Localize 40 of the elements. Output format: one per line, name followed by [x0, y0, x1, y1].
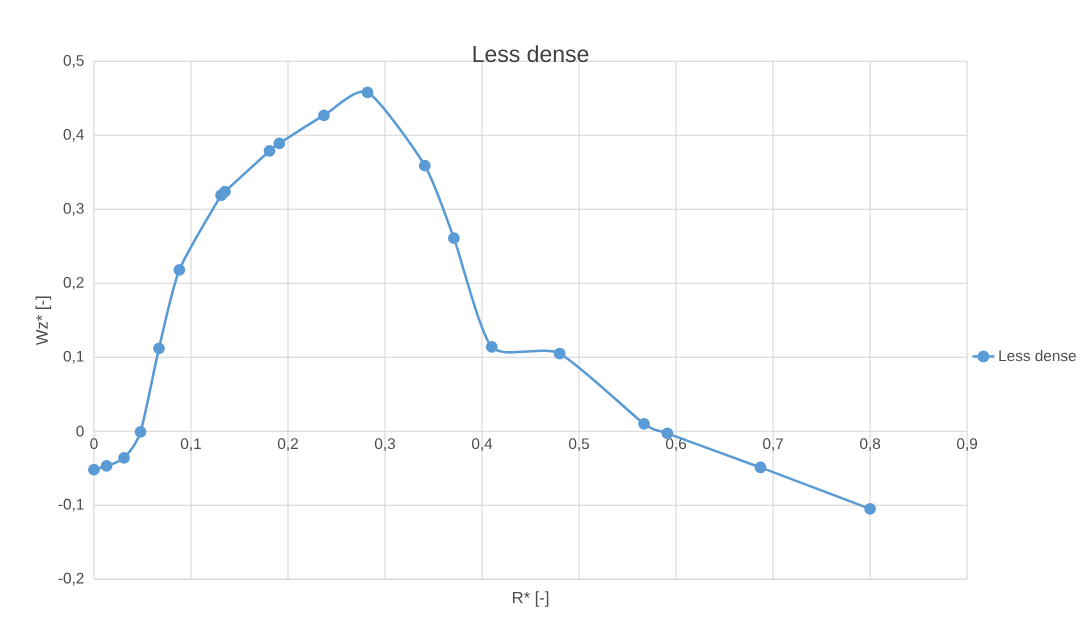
point — [153, 342, 165, 355]
point — [638, 417, 650, 430]
point — [661, 427, 674, 440]
point — [448, 232, 460, 244]
legend-label: Less dense — [999, 349, 1076, 362]
chart-title: Less dense — [473, 45, 589, 63]
point — [754, 461, 767, 474]
y-tick-label: 0,5 — [63, 54, 84, 68]
x-tick-label: 0,1 — [180, 438, 201, 451]
x-axis-title: R* [-] — [512, 591, 549, 607]
y-axis-title: Wz* [-] — [35, 296, 52, 345]
point — [118, 451, 130, 464]
point — [273, 137, 286, 150]
point — [263, 144, 276, 157]
y-tick-label: 0 — [76, 425, 84, 437]
x-tick-label: 0,9 — [957, 438, 978, 451]
y-tick-label: -0,2 — [58, 572, 84, 586]
point — [553, 347, 566, 360]
y-tick-label: 0,3 — [63, 202, 84, 216]
x-tick-label: 0,5 — [568, 438, 590, 451]
y-tick-label: 0,4 — [63, 128, 84, 142]
point — [134, 425, 147, 438]
x-tick-label: 0 — [90, 438, 98, 449]
point — [485, 340, 498, 353]
point — [88, 463, 100, 476]
y-tick-label: -0,1 — [58, 498, 84, 512]
point — [864, 502, 876, 515]
y-tick-label: 0,2 — [63, 276, 84, 290]
point — [318, 109, 330, 122]
x-tick-label: 0,4 — [471, 438, 493, 451]
y-tick-label: 0,1 — [63, 350, 84, 364]
point — [173, 263, 186, 276]
point — [219, 185, 231, 198]
x-tick-label: 0,7 — [763, 438, 783, 451]
x-tick-label: 0,3 — [374, 438, 396, 451]
point — [418, 159, 431, 172]
x-tick-label: 0,2 — [277, 438, 298, 451]
point — [100, 459, 113, 472]
point — [361, 86, 374, 99]
x-tick-label: 0,8 — [860, 438, 881, 451]
